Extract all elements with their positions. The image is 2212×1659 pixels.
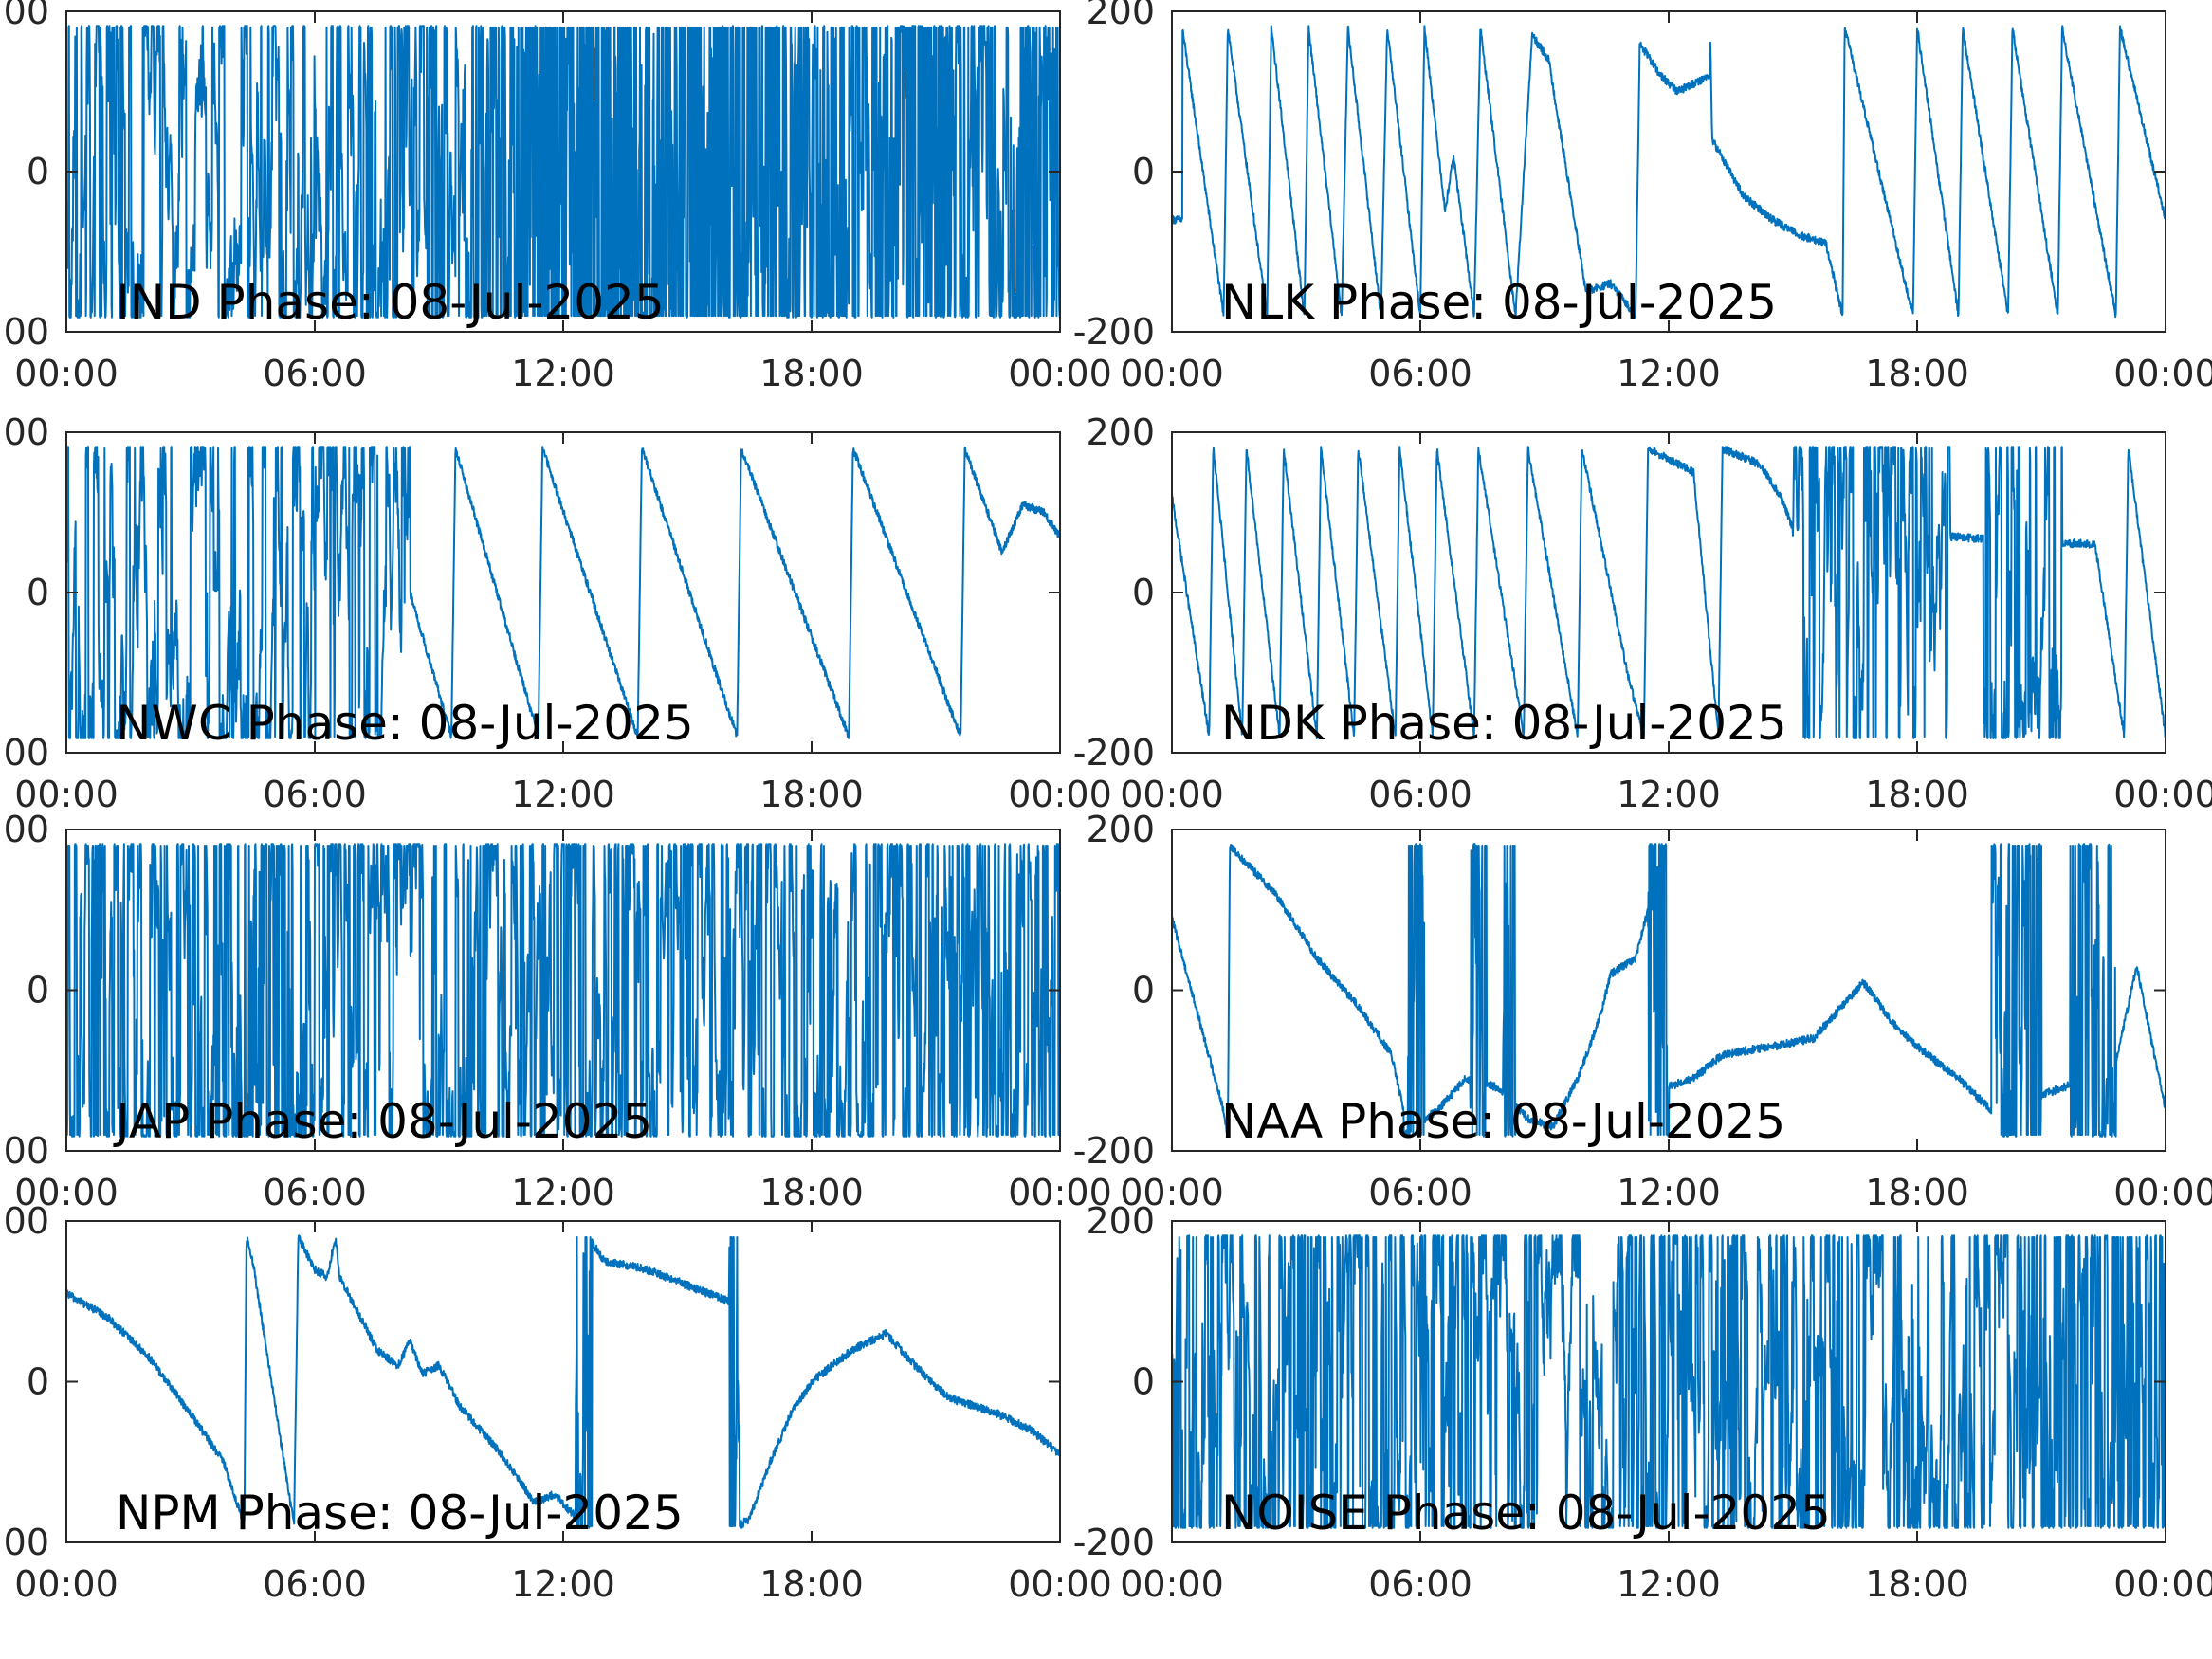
x-tick-label: 12:00: [1617, 353, 1721, 394]
y-tick-label: -200: [1073, 732, 1155, 774]
x-tick-label: 18:00: [1865, 1563, 1969, 1605]
x-tick-label: 06:00: [1368, 1563, 1472, 1605]
series-line: [66, 446, 1060, 739]
y-tick-label: 0: [1132, 572, 1155, 613]
x-tick-label: 06:00: [263, 1172, 367, 1213]
x-tick-label: 00:00: [1120, 1172, 1224, 1213]
x-tick-label: 12:00: [1617, 1172, 1721, 1213]
x-tick-label: 00:00: [2113, 1563, 2212, 1605]
x-tick-label: 00:00: [14, 1563, 119, 1605]
x-tick-label: 00:00: [2113, 774, 2212, 815]
x-tick-label: 06:00: [263, 1563, 367, 1605]
x-tick-label: 00:00: [1120, 1563, 1224, 1605]
panel-title: NAA Phase: 08-Jul-2025: [1221, 1094, 1785, 1149]
x-tick-label: 18:00: [1865, 353, 1969, 394]
x-tick-label: 00:00: [14, 353, 119, 394]
panel-title: NPM Phase: 08-Jul-2025: [116, 1486, 684, 1540]
x-tick-label: 06:00: [1368, 353, 1472, 394]
x-tick-label: 12:00: [511, 1563, 615, 1605]
series-line: [1172, 446, 2166, 739]
x-tick-label: 00:00: [1008, 1563, 1112, 1605]
x-tick-label: 12:00: [1617, 1563, 1721, 1605]
y-tick-label: -200: [1073, 1130, 1155, 1172]
y-tick-label: -200: [0, 732, 49, 774]
y-tick-label: 200: [1086, 0, 1155, 32]
x-tick-label: 00:00: [1008, 1172, 1112, 1213]
panel-title: NDK Phase: 08-Jul-2025: [1221, 696, 1787, 751]
y-tick-label: 0: [27, 970, 49, 1012]
x-tick-label: 12:00: [1617, 774, 1721, 815]
series-line: [1172, 1234, 2166, 1529]
x-tick-label: 18:00: [1865, 774, 1969, 815]
x-tick-label: 00:00: [1120, 774, 1224, 815]
x-tick-label: 00:00: [2113, 353, 2212, 394]
panel-title: IND Phase: 08-Jul-2025: [116, 275, 665, 330]
y-tick-label: -200: [1073, 311, 1155, 353]
x-tick-label: 00:00: [1120, 353, 1224, 394]
panel-title: NLK Phase: 08-Jul-2025: [1221, 275, 1777, 330]
y-tick-label: 0: [1132, 151, 1155, 192]
y-tick-label: 200: [0, 0, 49, 32]
x-tick-label: 00:00: [14, 1172, 119, 1213]
y-tick-label: 0: [1132, 1361, 1155, 1403]
panel-title: NOISE Phase: 08-Jul-2025: [1221, 1486, 1831, 1540]
x-tick-label: 06:00: [263, 353, 367, 394]
panel-title: JAP Phase: 08-Jul-2025: [113, 1094, 652, 1149]
x-tick-label: 06:00: [263, 774, 367, 815]
x-tick-label: 06:00: [1368, 774, 1472, 815]
y-tick-label: 0: [27, 151, 49, 192]
y-tick-label: -200: [0, 1522, 49, 1563]
series-line: [66, 1234, 1060, 1529]
y-tick-label: 200: [1086, 1200, 1155, 1242]
x-tick-label: 06:00: [1368, 1172, 1472, 1213]
series-line: [1172, 843, 2166, 1138]
x-tick-label: 18:00: [759, 1172, 864, 1213]
series-line: [1172, 25, 2166, 319]
series-line: [66, 25, 1060, 319]
x-tick-label: 12:00: [511, 353, 615, 394]
panel-title: NWC Phase: 08-Jul-2025: [116, 696, 694, 751]
x-tick-label: 18:00: [759, 1563, 864, 1605]
y-tick-label: 200: [0, 1200, 49, 1242]
y-tick-label: 200: [0, 809, 49, 850]
y-tick-label: 0: [1132, 970, 1155, 1012]
x-tick-label: 00:00: [2113, 1172, 2212, 1213]
series-line: [66, 843, 1060, 1138]
x-tick-label: 00:00: [1008, 774, 1112, 815]
x-tick-label: 18:00: [759, 353, 864, 394]
y-tick-label: 200: [0, 411, 49, 453]
x-tick-label: 18:00: [1865, 1172, 1969, 1213]
y-tick-label: 0: [27, 1361, 49, 1403]
y-tick-label: -200: [0, 1130, 49, 1172]
y-tick-label: 200: [1086, 809, 1155, 850]
y-tick-label: 200: [1086, 411, 1155, 453]
x-tick-label: 00:00: [14, 774, 119, 815]
x-tick-label: 12:00: [511, 774, 615, 815]
y-tick-label: -200: [0, 311, 49, 353]
y-tick-label: -200: [1073, 1522, 1155, 1563]
x-tick-label: 18:00: [759, 774, 864, 815]
x-tick-label: 00:00: [1008, 353, 1112, 394]
y-tick-label: 0: [27, 572, 49, 613]
x-tick-label: 12:00: [511, 1172, 615, 1213]
